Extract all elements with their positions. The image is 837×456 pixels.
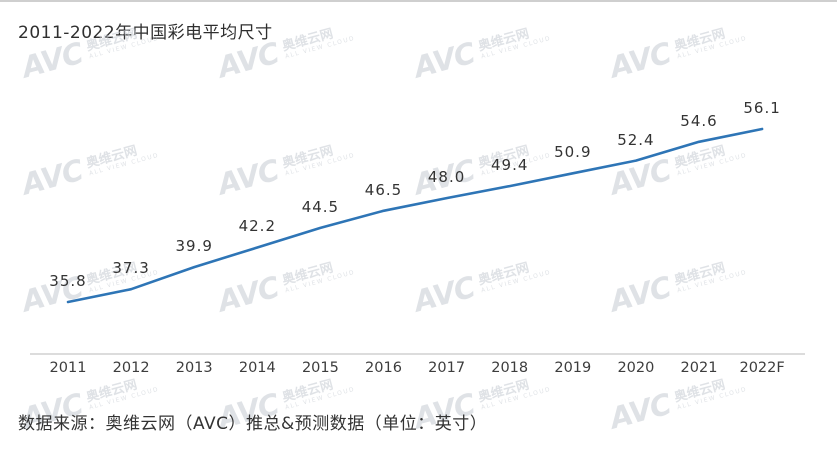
trend-line xyxy=(66,127,764,304)
x-tick-2012: 2012 xyxy=(112,360,150,376)
point-label-2012: 37.3 xyxy=(112,259,150,278)
point-label-2015: 44.5 xyxy=(301,197,340,216)
x-tick-2015: 2015 xyxy=(301,360,339,376)
point-label-2019: 50.9 xyxy=(554,143,592,162)
x-tick-2013: 2013 xyxy=(175,360,213,376)
x-tick-2011: 2011 xyxy=(49,360,87,376)
x-tick-2017: 2017 xyxy=(428,360,466,376)
point-label-2011: 35.8 xyxy=(49,272,87,290)
x-tick-2022F: 2022F xyxy=(739,360,785,376)
point-label-2017: 48.0 xyxy=(427,168,466,187)
point-label-2022F: 56.1 xyxy=(743,99,781,118)
x-axis-line xyxy=(30,353,805,355)
page-title: 2011-2022年中国彩电平均尺寸 xyxy=(18,23,273,43)
x-tick-2014: 2014 xyxy=(238,360,276,376)
x-tick-2021: 2021 xyxy=(680,360,718,376)
point-label-2014: 42.2 xyxy=(238,217,276,236)
x-tick-2016: 2016 xyxy=(365,360,402,376)
point-label-2013: 39.9 xyxy=(175,237,213,256)
point-label-2018: 49.4 xyxy=(490,156,529,175)
x-tick-2020: 2020 xyxy=(617,360,655,376)
point-label-2021: 54.6 xyxy=(680,111,718,130)
x-tick-2019: 2019 xyxy=(554,360,592,376)
source-note: 数据来源：奥维云网（AVC）推总&预测数据（单位：英寸） xyxy=(18,414,488,434)
point-label-2016: 46.5 xyxy=(364,180,403,199)
x-tick-2018: 2018 xyxy=(491,360,529,376)
point-label-2020: 52.4 xyxy=(617,130,655,149)
